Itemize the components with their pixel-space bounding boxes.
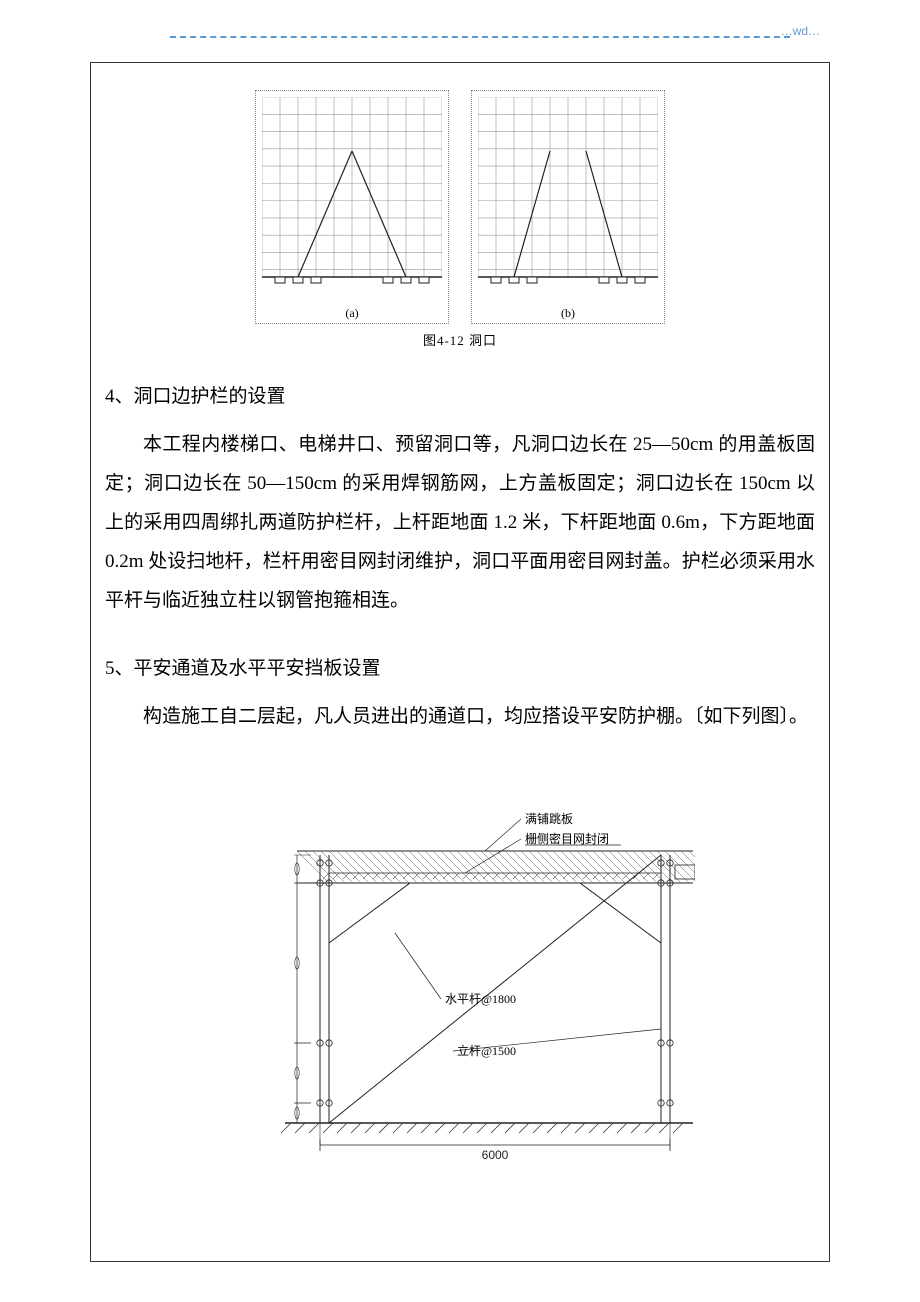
figure-4-12: (a) (b) bbox=[105, 90, 815, 324]
section-4-title: 4、洞口边护栏的设置 bbox=[105, 381, 815, 408]
section-5-title: 5、平安通道及水平平安挡板设置 bbox=[105, 653, 815, 680]
figure-4-12-a: (a) bbox=[255, 90, 449, 324]
diagram-b bbox=[478, 97, 658, 297]
svg-text:6000: 6000 bbox=[482, 1148, 509, 1162]
section-4-para: 本工程内楼梯口、电梯井口、预留洞口等，凡洞口边长在 25—50cm 的用盖板固定… bbox=[105, 426, 815, 621]
header-divider bbox=[170, 36, 790, 38]
diagram-a bbox=[262, 97, 442, 297]
svg-text:栅侧密目网封闭: 栅侧密目网封闭 bbox=[525, 831, 609, 846]
diagram-passage: 6000满铺跳板栅侧密目网封闭水平杆@1800立杆@1500 bbox=[225, 793, 695, 1163]
header-label: …wd… bbox=[781, 24, 820, 38]
figure-passage: 6000满铺跳板栅侧密目网封闭水平杆@1800立杆@1500 bbox=[105, 793, 815, 1163]
figure-4-12-b: (b) bbox=[471, 90, 665, 324]
svg-text:水平杆@1800: 水平杆@1800 bbox=[445, 992, 516, 1006]
caption-a: (a) bbox=[262, 306, 442, 321]
page-content: (a) (b) 图4-12 洞口 4、洞口边护栏的设置 本工程内楼梯口、电梯井口… bbox=[105, 80, 815, 1163]
caption-b: (b) bbox=[478, 306, 658, 321]
svg-text:满铺跳板: 满铺跳板 bbox=[525, 812, 573, 826]
figure-4-12-caption: 图4-12 洞口 bbox=[105, 330, 815, 349]
section-5-para: 构造施工自二层起，凡人员进出的通道口，均应搭设平安防护棚。〔如下列图〕。 bbox=[105, 698, 815, 737]
